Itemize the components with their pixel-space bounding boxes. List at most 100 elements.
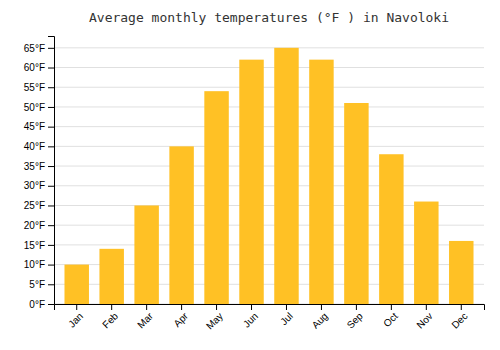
y-tick-mark: [48, 127, 54, 128]
grid-line: [54, 126, 484, 127]
y-tick-label: 55°F: [24, 82, 45, 93]
y-tick-mark: [48, 146, 54, 147]
y-tick-label: 15°F: [24, 240, 45, 251]
bar: [239, 60, 263, 304]
y-tick: 40°F: [24, 141, 54, 152]
y-tick-mark: [48, 166, 54, 167]
y-tick-label: 35°F: [24, 161, 45, 172]
x-tick-label: Jul: [278, 310, 295, 327]
x-tick-mark: [391, 304, 392, 310]
y-tick-label: 60°F: [24, 62, 45, 73]
x-tick-mark: [251, 304, 252, 310]
bar: [449, 241, 473, 304]
x-tick: Dec: [449, 304, 469, 331]
y-tick: 50°F: [24, 102, 54, 113]
y-tick: 30°F: [24, 180, 54, 191]
y-tick-label: 5°F: [29, 279, 45, 290]
y-tick: 10°F: [24, 259, 54, 270]
bar: [169, 146, 193, 304]
x-tick-label: Jan: [66, 310, 85, 329]
x-tick-mark: [426, 304, 427, 310]
y-tick: 55°F: [24, 82, 54, 93]
y-tick-label: 30°F: [24, 180, 45, 191]
y-tick: 15°F: [24, 240, 54, 251]
grid-line: [54, 47, 484, 48]
bar: [64, 265, 88, 304]
chart: 0°F 5°F 10°F 15°F 20°F 25°F 30°F 35°F 40°F 45°F 50…: [0, 0, 500, 350]
x-tick-mark: [461, 304, 462, 310]
bar: [379, 154, 403, 304]
x-tick: May: [204, 304, 225, 332]
x-tick-label: Mar: [135, 310, 155, 330]
x-tick: Oct: [381, 304, 400, 329]
x-tick-mark: [76, 304, 77, 310]
y-tick-label: 45°F: [24, 121, 45, 132]
y-tick-mark: [48, 48, 54, 49]
y-tick-label: 0°F: [29, 299, 45, 310]
bar: [99, 249, 123, 304]
x-tick-label: Oct: [381, 310, 400, 329]
y-axis-line: [48, 37, 55, 305]
x-tick-mark: [111, 304, 112, 310]
y-tick-mark: [48, 107, 54, 108]
y-tick: 60°F: [24, 62, 54, 73]
x-tick-label: Nov: [414, 310, 434, 330]
title: Average monthly temperatures (°F ) in Na…: [89, 10, 449, 25]
x-tick: Jan: [66, 304, 85, 330]
y-tick-mark: [48, 245, 54, 246]
y-tick: 20°F: [24, 220, 54, 231]
x-tick-mark: [321, 304, 322, 310]
x-tick: Apr: [171, 304, 190, 329]
x-tick-mark: [286, 304, 287, 310]
x-tick-mark: [356, 304, 357, 310]
x-tick-label: Feb: [100, 310, 120, 330]
x-tick-label: Jun: [241, 310, 260, 329]
grid-line: [54, 185, 484, 186]
y-tick-label: 10°F: [24, 259, 45, 270]
x-tick: Mar: [135, 304, 155, 330]
bar: [414, 202, 438, 304]
grid-line: [54, 87, 484, 88]
y-tick: 65°F: [24, 43, 54, 54]
bar: [204, 91, 228, 304]
y-tick: 35°F: [24, 161, 54, 172]
grid-line: [54, 146, 484, 147]
y-tick-label: 50°F: [24, 102, 45, 113]
x-tick-mark: [181, 304, 182, 310]
y-tick: 0°F: [29, 299, 54, 310]
bar: [344, 103, 368, 304]
y-tick-mark: [48, 87, 54, 88]
y-tick-label: 25°F: [24, 200, 45, 211]
x-axis-line: [55, 305, 485, 311]
y-tick-label: 65°F: [24, 43, 45, 54]
y-tick-mark: [48, 284, 54, 285]
x-tick-label: Dec: [449, 310, 469, 330]
y-tick-mark: [48, 68, 54, 69]
y-tick-label: 20°F: [24, 220, 45, 231]
x-tick-label: Sep: [345, 310, 366, 331]
x-tick: Jul: [278, 304, 295, 327]
plot: 0°F 5°F 10°F 15°F 20°F 25°F 30°F 35°F 40°F 45°F 50…: [24, 37, 485, 332]
bars: [64, 48, 473, 304]
x-axis: Jan Feb Mar Apr May Jun Jul Aug Sep Oct Nov Dec: [55, 304, 485, 332]
x-tick: Feb: [100, 304, 120, 330]
y-tick-mark: [48, 265, 54, 266]
x-tick: Sep: [345, 304, 366, 331]
bar: [274, 48, 298, 304]
x-tick-label: Aug: [310, 310, 330, 330]
x-tick-label: May: [204, 310, 225, 331]
x-tick: Jun: [241, 304, 260, 330]
y-tick-mark: [48, 225, 54, 226]
bar: [309, 60, 333, 304]
bar: [134, 205, 158, 304]
y-tick: 5°F: [29, 279, 54, 290]
grid-line: [54, 67, 484, 68]
y-tick-mark: [48, 205, 54, 206]
x-tick: Aug: [310, 304, 330, 331]
grid: [54, 48, 484, 304]
grid-line: [54, 106, 484, 107]
y-tick: 25°F: [24, 200, 54, 211]
x-tick-label: Apr: [171, 310, 190, 329]
y-tick: 45°F: [24, 121, 54, 132]
y-tick-mark: [48, 304, 54, 305]
